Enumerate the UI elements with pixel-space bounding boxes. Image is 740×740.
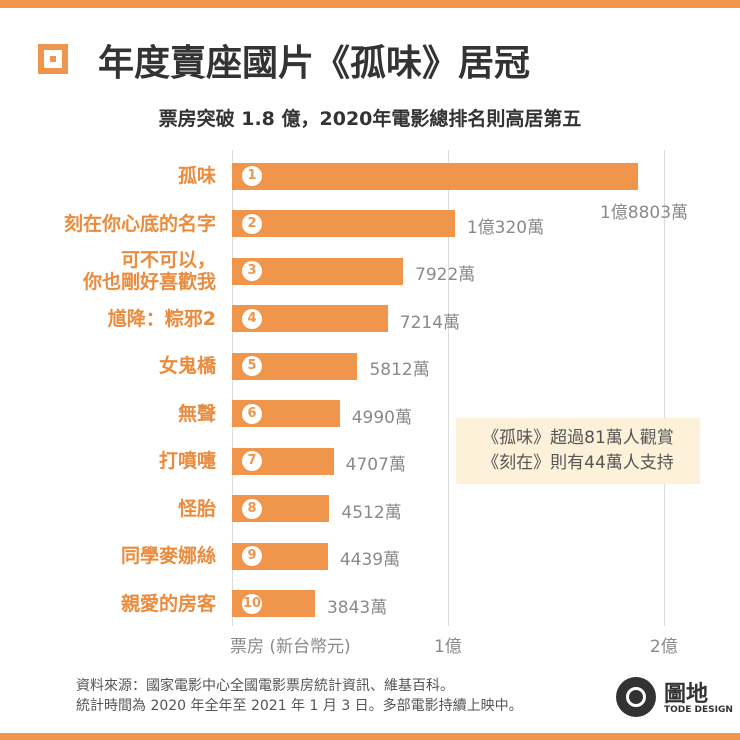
rank-badge: 9 <box>242 546 262 566</box>
category-label: 同學麥娜絲 <box>120 545 216 567</box>
bar <box>232 210 455 237</box>
annotation: 《孤味》超過81萬人觀賞 <box>482 428 674 448</box>
value-label: 4439萬 <box>339 550 401 570</box>
chart-title: 年度賣座國片《孤味》居冠 <box>98 43 531 84</box>
source: 資料來源：國家電影中心全國電影票房統計資訊、維基百科。統計時間為 2020 年全… <box>76 676 523 716</box>
rank-badge: 10 <box>242 593 262 614</box>
bar <box>232 162 638 190</box>
category-label: 刻在你心底的名字 <box>63 212 216 235</box>
title-icon <box>38 44 68 74</box>
category-label: 女鬼橋 <box>158 355 216 377</box>
value-label: 5812萬 <box>369 360 430 380</box>
x-tick-label: 2億 <box>649 637 678 657</box>
category-label: 無聲 <box>177 402 216 425</box>
annotation: 《刻在》則有44萬人支持 <box>482 453 674 473</box>
rank-badge: 8 <box>242 498 262 519</box>
grid-line <box>663 150 665 626</box>
value-label: 7922萬 <box>415 265 476 285</box>
top-strip <box>0 0 740 8</box>
rank-badge: 1 <box>242 166 262 186</box>
brand-tagline: TODE DESIGN <box>664 705 733 715</box>
category-label: 可不可以， 你也剛好喜歡我 <box>82 249 216 293</box>
rank-badge: 2 <box>242 213 262 234</box>
rank-badge: 7 <box>242 451 262 471</box>
rank-badge: 6 <box>242 403 262 424</box>
value-label: 4512萬 <box>341 502 402 523</box>
x-tick-label: 票房 (新台幣元) <box>230 637 351 657</box>
source-line: 統計時間為 2020 年全年至 2021 年 1 月 3 日。多部電影持續上映中… <box>76 698 523 714</box>
value-label: 7214萬 <box>399 312 461 333</box>
category-label: 孤味 <box>177 165 216 187</box>
value-label: 1億8803萬 <box>599 203 689 223</box>
value-label: 4990萬 <box>351 407 412 428</box>
value-label: 3843萬 <box>326 597 388 618</box>
chart-subtitle: 票房突破 1.8 億，2020年電影總排名則高居第五 <box>158 108 582 130</box>
x-tick-label: 1億 <box>433 637 462 657</box>
rank-badge: 5 <box>242 356 262 376</box>
source-line: 資料來源：國家電影中心全國電影票房統計資訊、維基百科。 <box>76 678 454 694</box>
rank-badge: 4 <box>242 308 262 329</box>
grid-line <box>447 150 449 626</box>
value-label: 4707萬 <box>345 455 406 475</box>
rank-badge: 3 <box>242 261 262 281</box>
category-label: 親愛的房客 <box>120 592 216 615</box>
bottom-strip <box>0 733 740 740</box>
category-label: 馗降：粽邪2 <box>107 307 216 330</box>
grid-line <box>232 150 233 626</box>
brand-name: 圖地 <box>664 682 709 707</box>
category-label: 怪胎 <box>177 497 216 520</box>
value-label: 1億320萬 <box>466 217 545 238</box>
brand-logo <box>616 677 656 717</box>
annotation-box: 《孤味》超過81萬人觀賞 《刻在》則有44萬人支持 <box>456 418 700 484</box>
category-label: 打噴嚏 <box>158 450 216 472</box>
